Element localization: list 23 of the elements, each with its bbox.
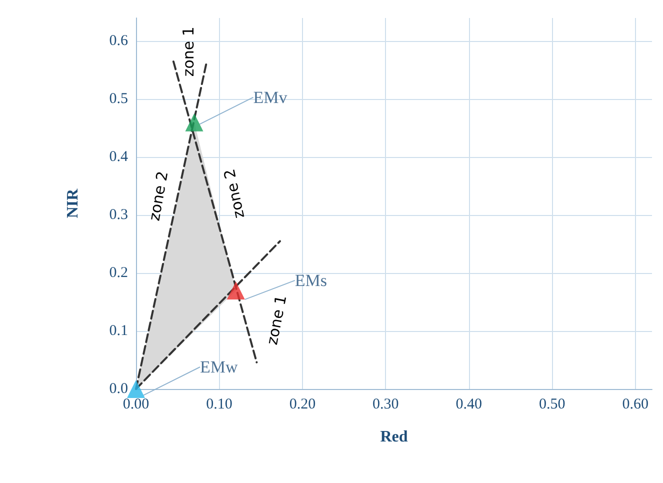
annotation: zone 1 bbox=[179, 26, 198, 77]
x-tick-label: 0.00 bbox=[122, 396, 150, 412]
y-tick-label: 0.6 bbox=[109, 33, 128, 50]
text: EMv bbox=[253, 88, 288, 107]
annotation: zone 1 bbox=[263, 294, 290, 346]
text: EMs bbox=[294, 270, 327, 290]
x-tick-label: 0.10 bbox=[206, 396, 232, 412]
y-tick-label: 0.0 bbox=[109, 381, 128, 397]
y-tick-label: 0.3 bbox=[109, 207, 128, 224]
x-tick-label: 0.40 bbox=[456, 396, 482, 412]
x-tick-label: 0.30 bbox=[372, 396, 399, 412]
annotation: zone 2 bbox=[145, 170, 172, 222]
x-tick-label: 0.20 bbox=[289, 396, 316, 412]
x-axis-title: Red bbox=[380, 428, 408, 446]
y-tick-label: 0.2 bbox=[109, 265, 128, 282]
text: EMw bbox=[200, 358, 238, 376]
x-tick-label: 0.50 bbox=[539, 396, 566, 412]
annotation: zone 2 bbox=[220, 167, 248, 220]
y-tick-label: 0.4 bbox=[109, 149, 128, 166]
x-tick-label: 0.60 bbox=[622, 396, 648, 412]
y-axis-title: NIR bbox=[64, 188, 82, 218]
y-tick-label: 0.5 bbox=[109, 91, 128, 108]
y-tick-label: 0.1 bbox=[109, 323, 128, 340]
